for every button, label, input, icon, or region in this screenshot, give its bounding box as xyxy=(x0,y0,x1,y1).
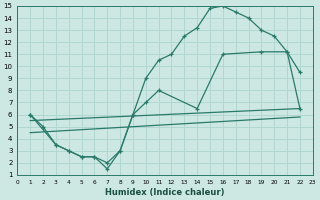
X-axis label: Humidex (Indice chaleur): Humidex (Indice chaleur) xyxy=(105,188,225,197)
